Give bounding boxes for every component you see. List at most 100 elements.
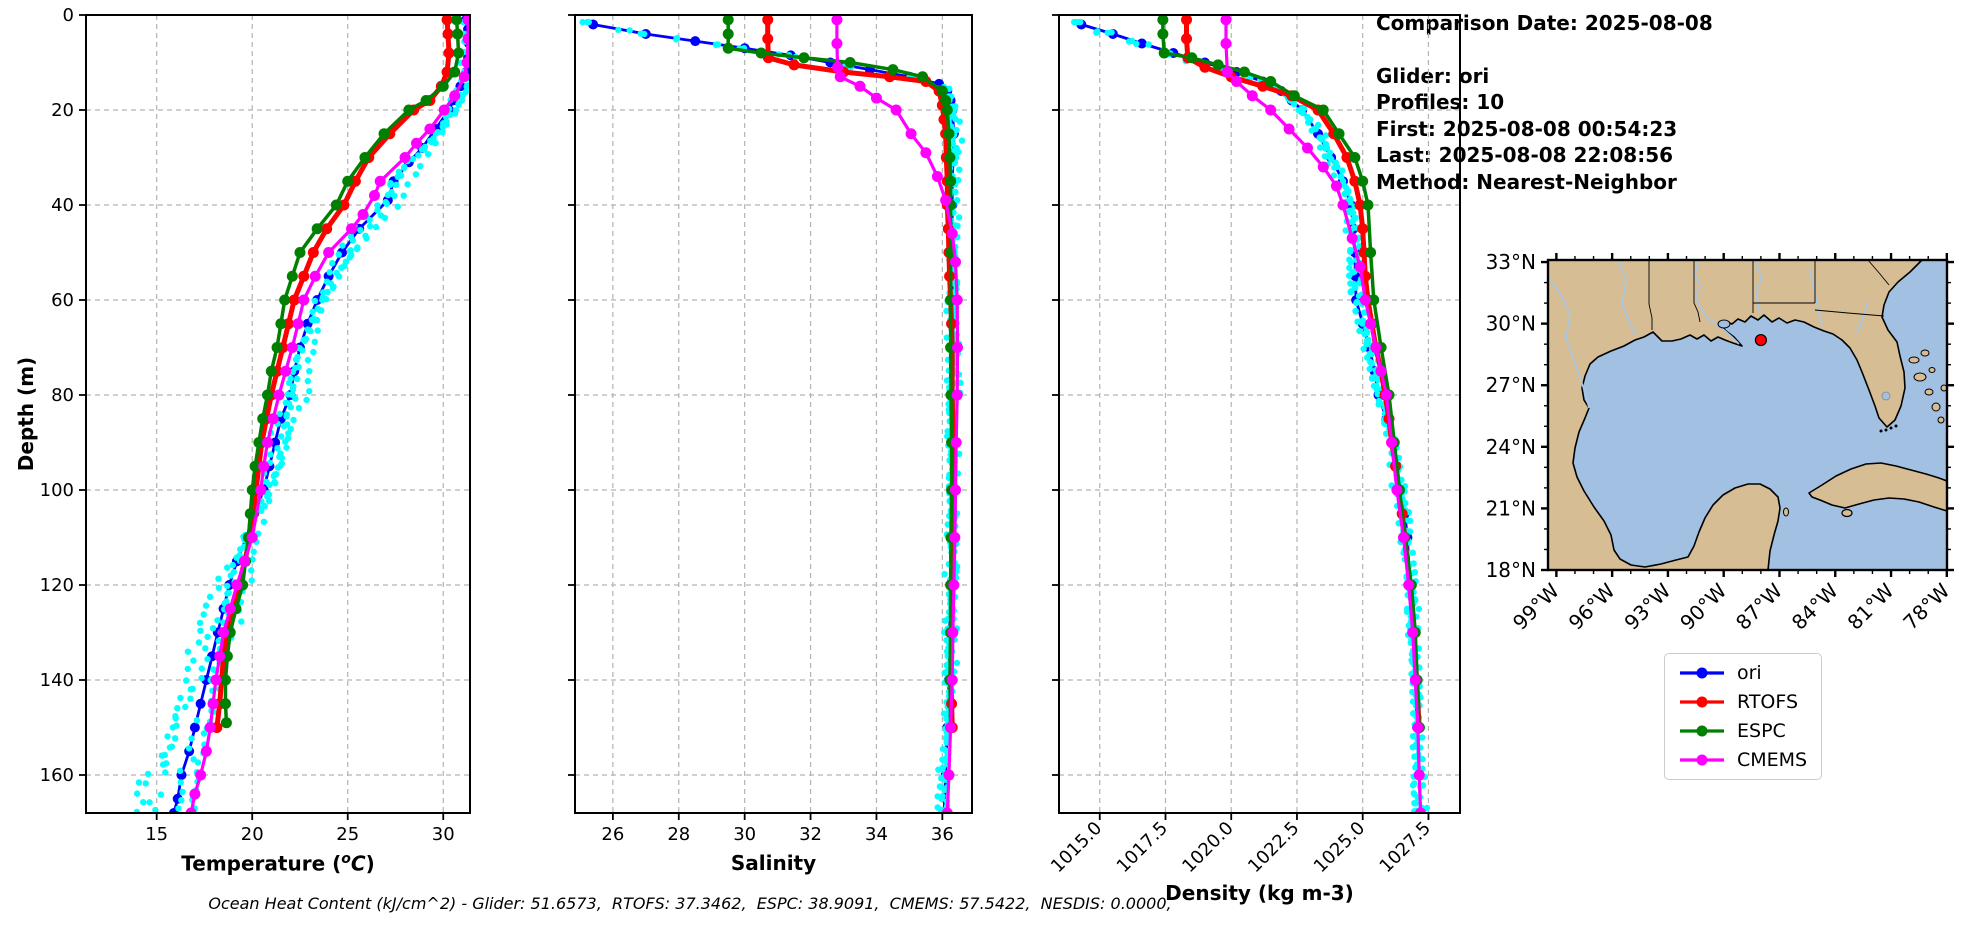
last-profile-time: Last: 2025-08-08 22:08:56	[1376, 143, 1674, 167]
x-tick-label: 36	[931, 824, 954, 845]
lake-okeechobee	[1881, 391, 1891, 401]
series-CMEMS	[835, 19, 960, 814]
x-tick-label: 30	[733, 824, 756, 845]
ticks: 1015.0 1017.5 1020.0 1022.5 1025.0 1027.5	[1047, 14, 1435, 877]
density-panel: 1015.0 1017.5 1020.0 1022.5 1025.0 1027.5	[1047, 14, 1461, 877]
depth-tick-label: 0	[63, 5, 74, 26]
island	[1937, 416, 1945, 424]
depth-tick-label: 40	[51, 195, 74, 216]
x-tick-label: 30	[432, 824, 455, 845]
x-tick-label: 1020.0	[1178, 818, 1237, 877]
x-tick-label: 32	[799, 824, 822, 845]
temperature-panel: 15 20 25 30 0 20 40 60 80 100 120 140 160	[40, 5, 471, 845]
legend-item-ori: ori	[1679, 662, 1807, 684]
river	[1856, 301, 1869, 335]
lat-tick-label: 24°N	[1486, 435, 1536, 459]
river	[1755, 259, 1762, 314]
depth-tick-label: 20	[51, 100, 74, 121]
glider-name: Glider: ori	[1376, 63, 1490, 88]
lon-tick-label: 78°W	[1898, 578, 1954, 634]
glider-raw-scatter	[1071, 18, 1431, 814]
state-border	[1814, 309, 1885, 317]
series-ori	[592, 23, 956, 814]
legend-marker-espc	[1680, 725, 1724, 737]
legend-marker-rtofs	[1680, 696, 1724, 708]
lon-tick-label: 93°W	[1619, 578, 1675, 634]
x-tick-label: 28	[667, 824, 690, 845]
island	[1924, 388, 1934, 396]
series-CMEMS	[189, 19, 470, 814]
florida-keys	[1894, 424, 1898, 428]
depth-tick-label: 160	[40, 765, 74, 786]
depth-tick-label: 120	[40, 575, 74, 596]
river	[1547, 277, 1590, 409]
state-border	[1648, 260, 1653, 330]
lon-tick-label: 96°W	[1564, 578, 1620, 634]
island	[1920, 349, 1930, 357]
series-RTOFS	[765, 19, 957, 728]
river	[1694, 259, 1740, 345]
legend-item-rtofs: RTOFS	[1679, 691, 1807, 713]
lon-tick-label: 87°W	[1731, 578, 1787, 634]
x-tick-label: 25	[336, 824, 359, 845]
first-profile-time: First: 2025-08-08 00:54:23	[1376, 116, 1678, 141]
salinity-panel: 26 28 30 32 34 36	[568, 14, 973, 845]
x-tick-label: 15	[145, 824, 168, 845]
depth-axis-label: Depth (m)	[14, 356, 38, 472]
series-ESPC	[223, 19, 461, 723]
lon-tick-label: 81°W	[1843, 578, 1899, 634]
info-panel: Comparison Date: 2025-08-08 Glider: ori …	[1376, 10, 1713, 195]
lon-tick-label: 90°W	[1675, 578, 1731, 634]
glider-location-marker	[1754, 333, 1767, 347]
depth-tick-label: 80	[51, 385, 74, 406]
legend-marker-cmems	[1680, 754, 1724, 766]
depth-tick-label: 60	[51, 290, 74, 311]
island	[1913, 372, 1927, 382]
legend-label: RTOFS	[1737, 691, 1799, 713]
density-axis-label: Density (kg m-3)	[1165, 881, 1354, 905]
gridlines	[1059, 14, 1460, 813]
panel-border	[1058, 14, 1461, 814]
x-tick-label: 1022.5	[1244, 818, 1303, 877]
legend-label: CMEMS	[1737, 749, 1808, 771]
island	[1928, 367, 1936, 373]
river	[1808, 267, 1823, 329]
isla-juventud	[1841, 508, 1853, 518]
ticks: 26 28 30 32 34 36	[568, 14, 954, 845]
gulf-of-mexico-map: 33°N 30°N 27°N 24°N 21°N 18°N99°W 96°W 93°W 90°W…	[1486, 250, 1955, 635]
lat-tick-label: 27°N	[1486, 373, 1536, 397]
lat-tick-label: 33°N	[1486, 250, 1536, 274]
legend-marker-ori	[1680, 667, 1724, 679]
x-tick-label: 20	[241, 824, 264, 845]
series-ESPC	[726, 19, 954, 728]
lake-pontchartrain	[1717, 319, 1731, 329]
series-ori	[1080, 23, 1422, 814]
depth-tick-label: 140	[40, 670, 74, 691]
x-tick-label: 1027.5	[1376, 818, 1435, 877]
ticks: 15 20 25 30 0 20 40 60 80 100 120 140 160	[40, 5, 455, 845]
florida-keys	[1879, 429, 1883, 433]
series-area	[579, 14, 966, 814]
island	[1783, 507, 1789, 517]
x-tick-label: 26	[601, 824, 624, 845]
island	[1931, 402, 1941, 412]
depth-tick-label: 100	[40, 480, 74, 501]
legend: ori RTOFS ESPC CMEMS	[1664, 653, 1823, 780]
florida-keys	[1889, 426, 1893, 430]
island	[1908, 356, 1920, 364]
legend-label: ESPC	[1737, 720, 1786, 742]
legend-item-espc: ESPC	[1679, 720, 1807, 742]
land-north-america	[1547, 259, 1923, 571]
lat-tick-label: 21°N	[1486, 496, 1536, 520]
x-tick-label: 1017.5	[1113, 818, 1172, 877]
lat-tick-label: 18°N	[1486, 558, 1536, 582]
legend-label: ori	[1737, 662, 1762, 684]
lon-tick-label: 84°W	[1787, 578, 1843, 634]
method: Method: Nearest-Neighbor	[1376, 169, 1677, 194]
legend-item-cmems: CMEMS	[1679, 749, 1807, 771]
temperature-axis-label: Temperature (oC)	[181, 851, 375, 876]
panel-border	[85, 14, 471, 814]
x-tick-label: 34	[865, 824, 888, 845]
x-tick-label: 1025.0	[1310, 818, 1369, 877]
